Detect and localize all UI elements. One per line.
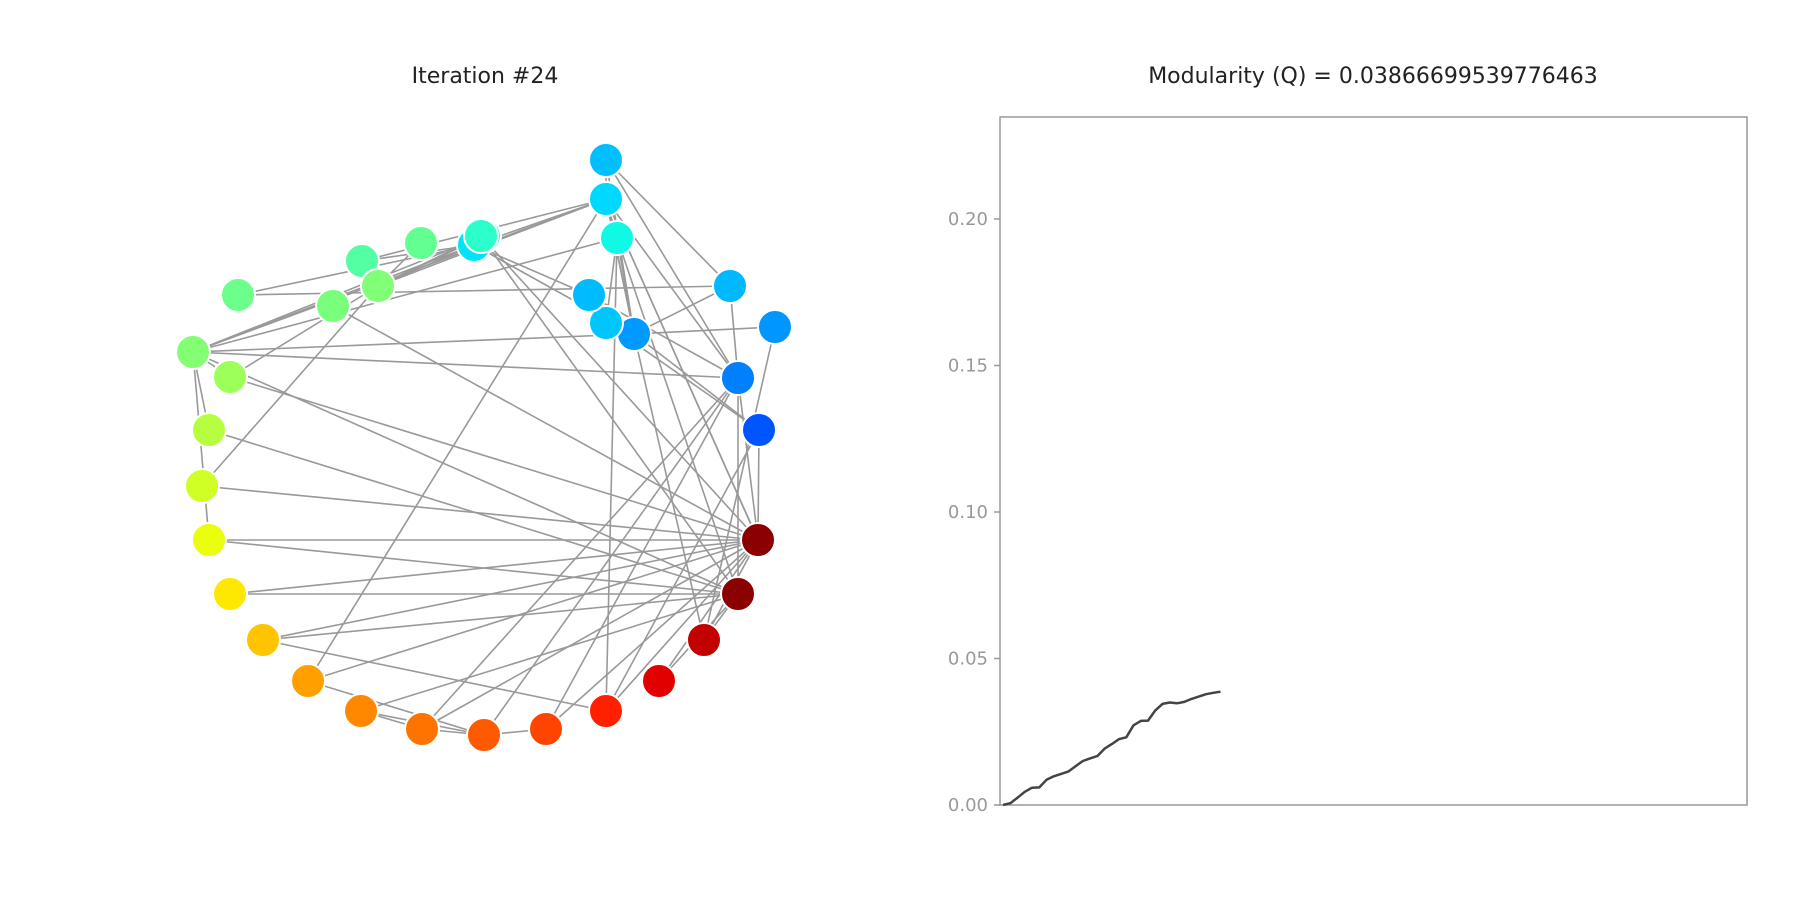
network-edge [201,485,759,541]
network-node [588,181,624,217]
network-edge [633,326,776,335]
network-node [588,305,624,341]
network-node [245,622,281,658]
network-edge [545,377,739,730]
y-tick-label: 0.05 [948,649,988,670]
y-tick-label: 0.15 [948,356,988,377]
modularity-line [1002,690,1221,807]
network-edge [307,198,607,682]
network-edge [703,326,776,641]
modularity-title: Modularity (Q) = 0.03866699539776463 [1148,64,1598,89]
network-edge [229,285,379,378]
network-node [191,522,227,558]
y-tick-label: 0.00 [948,795,988,816]
network-node [466,717,502,753]
network-edge [192,351,739,595]
network-edge [360,593,739,712]
network-node [220,277,256,313]
network-node [712,268,748,304]
network-edge [332,305,759,541]
network-node [588,693,624,729]
network-edge [262,593,739,641]
network-node [757,309,793,345]
network-edge [201,285,379,487]
network-title: Iteration #24 [412,64,559,89]
network-edge [605,198,759,541]
network-edge [616,237,739,595]
network-node [212,359,248,395]
network-edge [605,429,760,712]
network-node [720,360,756,396]
network-edge [421,377,739,730]
network-node [599,220,635,256]
network-node [175,334,211,370]
y-tick-label: 0.10 [948,502,988,523]
network-edge [757,429,760,541]
network-node [641,663,677,699]
network-edge [545,539,759,730]
network-edge [262,639,607,712]
network-node [528,711,564,747]
network-edge [192,237,618,353]
network-node [212,576,248,612]
network-nodes [175,142,793,753]
network-node [571,277,607,313]
network-node [360,268,396,304]
network-edge [229,376,759,541]
network-edge [307,539,759,682]
network-edge [473,244,590,296]
y-tick-label: 0.20 [948,209,988,230]
network-node [720,576,756,612]
network-edge [229,539,759,595]
network-edge [421,539,759,730]
network-node [588,142,624,178]
network-edge [480,235,759,541]
network-node [403,225,439,261]
network-edge [737,377,759,541]
axes-frame [999,116,1748,806]
network-node [290,663,326,699]
modularity-panel: Modularity (Q) = 0.03866699539776463 0.0… [948,64,1748,816]
network-edge [307,680,485,736]
network-edge [633,333,705,641]
network-edge [208,539,739,595]
network-node [463,218,499,254]
network-edge [658,539,759,682]
network-edge [633,333,760,431]
network-node [741,412,777,448]
network-edge [262,539,759,641]
network-edge [192,333,635,353]
network-node [404,711,440,747]
network-edge [605,159,731,287]
network-node [184,468,220,504]
network-panel: Iteration #24 [175,64,793,753]
network-edge [192,351,739,379]
network-node [686,622,722,658]
network-node [191,412,227,448]
network-edge [605,159,739,379]
network-edge [208,429,739,595]
network-node [315,288,351,324]
network-edge [237,285,731,296]
network-edge [483,377,739,736]
network-edge [605,539,759,712]
network-node [740,522,776,558]
network-node [343,693,379,729]
y-axis-ticks: 0.00 0.05 0.10 0.15 0.20 [948,209,1000,816]
